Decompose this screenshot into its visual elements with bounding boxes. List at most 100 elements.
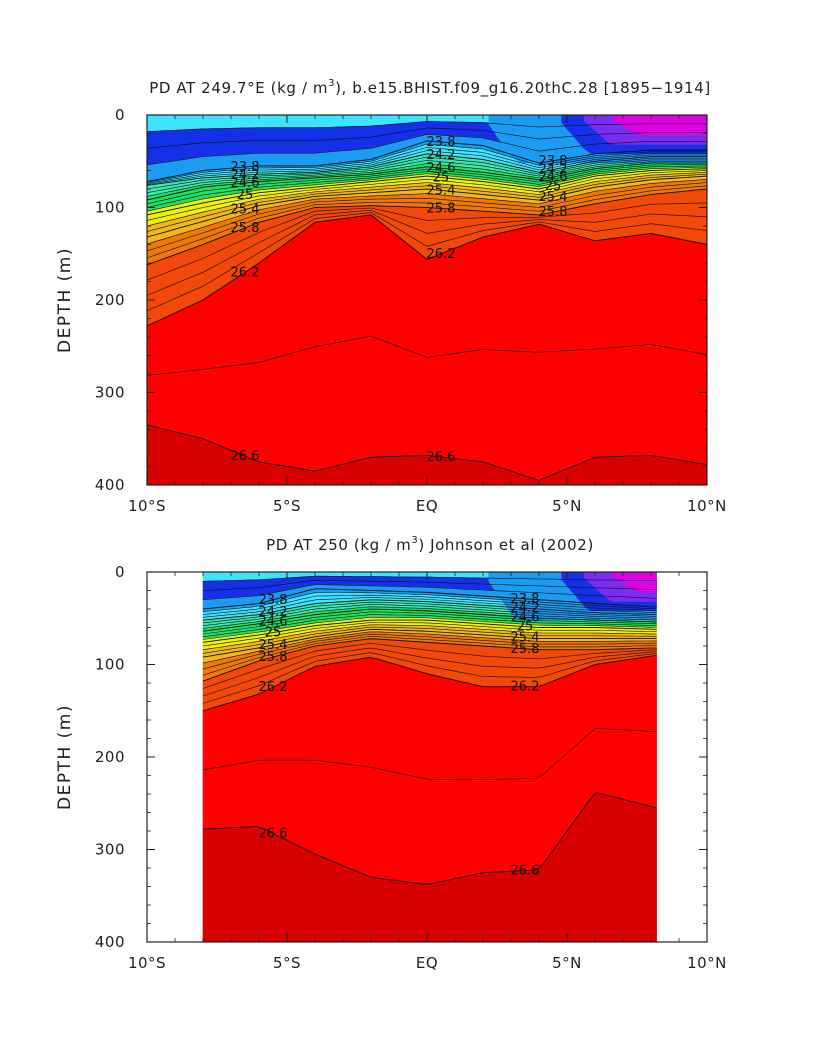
isopycnal-line [202, 601, 657, 624]
contour-label: 23.8 [259, 593, 288, 608]
isopycnal-line [147, 185, 707, 259]
top-contour-labels: 23.823.823.824.224.224.224.624.624.62525… [231, 135, 568, 465]
contour-label: 24.2 [539, 163, 568, 178]
isopycnal-line [147, 173, 707, 232]
y-tick-label: 200 [95, 291, 125, 309]
isopycnal-line [202, 643, 657, 689]
isopycnal-line [147, 212, 707, 311]
contour-label: 26.2 [259, 680, 288, 695]
contour-label: 24.6 [539, 170, 568, 185]
y-tick-label: 400 [95, 476, 125, 494]
y-tick-label: 0 [115, 106, 125, 124]
density-band-light-surface [611, 115, 707, 136]
contour-label: 26.6 [511, 864, 540, 879]
isopycnal-line [202, 619, 657, 643]
contour-label: 24.2 [231, 168, 260, 183]
x-tick-label: 5°N [552, 497, 582, 515]
y-tick-label: 100 [95, 199, 125, 217]
y-tick-label: 200 [95, 748, 125, 766]
top-panel-title: PD AT 249.7°E (kg / m3), b.e15.BHIST.f09… [149, 78, 711, 98]
x-tick-label: EQ [416, 954, 438, 972]
isopycnal-line [147, 424, 707, 481]
isopycnal-line [147, 153, 707, 186]
top-density-panel: PD AT 249.7°E (kg / m3), b.e15.BHIST.f09… [55, 78, 727, 515]
isopycnal-line [147, 156, 707, 190]
isopycnal-line [147, 202, 707, 281]
contour-label: 25.8 [231, 221, 260, 236]
contour-label: 26.2 [427, 247, 456, 262]
contour-label: 25.8 [539, 205, 568, 220]
x-tick-label: 5°S [273, 954, 301, 972]
x-tick-label: 5°S [273, 497, 301, 515]
contour-label: 26.6 [231, 449, 260, 464]
isopycnal-line [202, 575, 657, 582]
contour-label: 24.2 [427, 148, 456, 163]
x-tick-label: 10°N [687, 954, 727, 972]
contour-label: 23.8 [511, 592, 540, 607]
isopycnal-line [147, 134, 707, 166]
density-band-light-surface [611, 572, 657, 593]
contour-label: 26.2 [231, 265, 260, 280]
isopycnal-line [147, 147, 707, 184]
isopycnal-line [202, 633, 657, 670]
top-filled-contours [147, 115, 707, 485]
isopycnal-line [202, 626, 657, 654]
isopycnal-line [147, 209, 707, 296]
isopycnal-line [147, 127, 707, 149]
contour-label: 24.6 [427, 161, 456, 176]
isopycnal-line [202, 611, 657, 635]
isopycnal-line [202, 599, 657, 621]
isopycnal-line [147, 179, 707, 245]
isopycnal-line [202, 588, 657, 610]
isopycnal-line [202, 597, 657, 618]
contour-label: 25.4 [511, 631, 540, 646]
isopycnal-line [147, 335, 707, 376]
bottom-axis-ticks: 10°S 5°S EQ 5°N 10°N 0 100 200 300 400 [95, 563, 727, 972]
isopycnal-line [202, 638, 657, 682]
x-tick-label: 5°N [552, 954, 582, 972]
isopycnal-line [202, 579, 657, 591]
contour-label: 25 [265, 626, 282, 641]
top-contour-lines [147, 121, 707, 481]
isopycnal-line [202, 608, 657, 632]
bottom-filled-contours [202, 572, 657, 942]
isopycnal-line [202, 594, 657, 615]
contour-label: 24.6 [231, 176, 260, 191]
y-tick-label: 300 [95, 384, 125, 402]
isopycnal-line [147, 172, 707, 227]
isopycnal-line [202, 606, 657, 629]
contour-label: 25.4 [427, 183, 456, 198]
isopycnal-line [202, 647, 657, 697]
y-tick-label: 400 [95, 933, 125, 951]
isopycnal-line [202, 617, 657, 640]
isopycnal-line [202, 624, 657, 650]
isopycnal-line [202, 652, 657, 704]
contour-label: 25.4 [231, 203, 260, 218]
isopycnal-line [147, 161, 707, 197]
isopycnal-line [202, 592, 657, 613]
isopycnal-line [147, 170, 707, 221]
isopycnal-line [147, 168, 707, 216]
contour-label: 25.4 [539, 190, 568, 205]
x-tick-label: 10°S [128, 954, 166, 972]
contour-label: 24.2 [511, 601, 540, 616]
isopycnal-line [202, 631, 657, 664]
isopycnal-line [202, 728, 657, 781]
isopycnal-line [147, 143, 707, 183]
isopycnal-line [202, 604, 657, 626]
isopycnal-line [202, 584, 657, 601]
bottom-density-panel: PD AT 250 (kg / m3) Johnson et al (2002)… [55, 535, 727, 972]
contour-label: 25 [545, 179, 562, 194]
isopycnal-line [147, 188, 707, 266]
contour-label: 25.4 [259, 638, 288, 653]
y-tick-label: 300 [95, 841, 125, 859]
top-y-axis-label: DEPTH (m) [55, 247, 75, 353]
bottom-panel-title: PD AT 250 (kg / m3) Johnson et al (2002) [266, 535, 594, 554]
isopycnal-line [147, 175, 707, 238]
isopycnal-line [202, 654, 657, 712]
contour-label: 25.8 [259, 650, 288, 665]
top-axis-ticks: 10°S 5°S EQ 5°N 10°N 0 100 200 300 400 [95, 106, 727, 515]
